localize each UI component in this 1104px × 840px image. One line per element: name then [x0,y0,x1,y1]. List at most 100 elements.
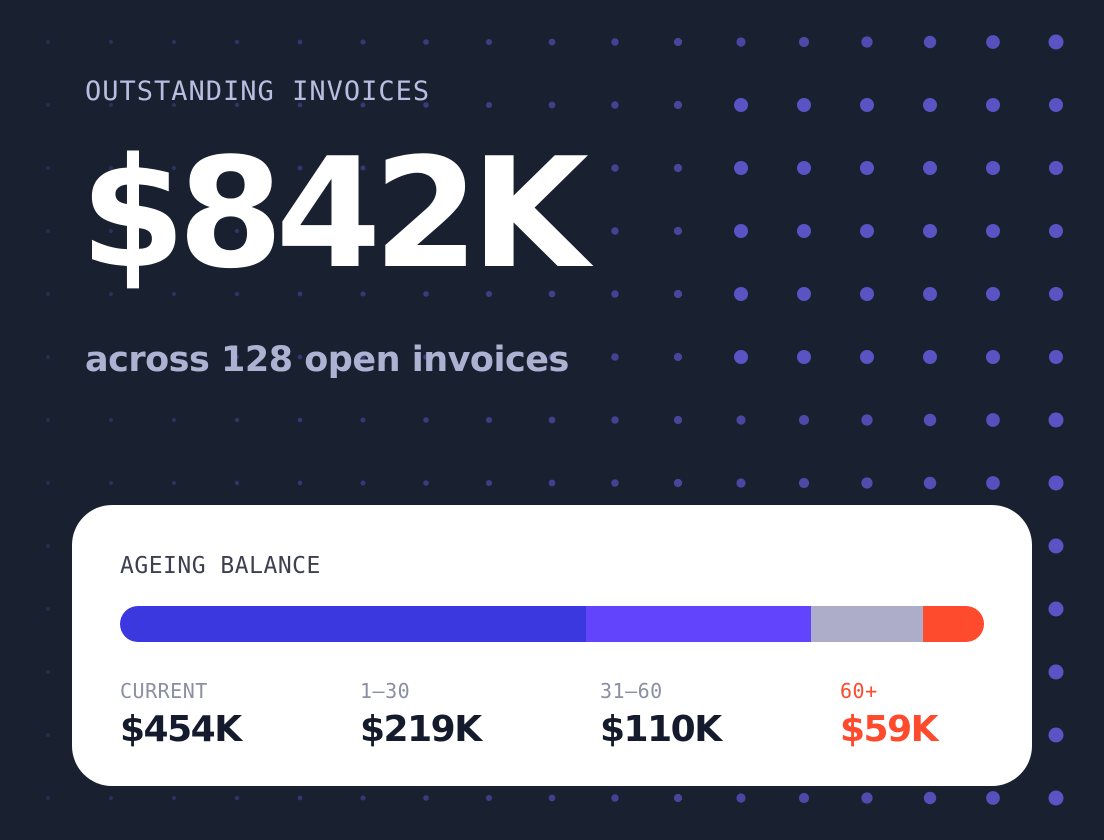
background-dot [548,164,556,172]
background-dot [360,102,366,108]
background-dot [1049,161,1063,175]
background-dot [234,291,240,297]
ageing-balance-title: AGEING BALANCE [120,553,321,579]
background-dot [1049,98,1063,112]
bucket-60-plus: 60+ $59K [840,679,939,750]
background-dot [673,793,683,803]
background-dot [798,414,810,426]
background-dot [46,292,50,296]
background-dot [734,224,748,238]
background-dot [171,354,177,360]
background-dot [360,480,366,486]
background-dot [108,480,114,486]
background-dot [673,163,683,173]
background-dot [986,791,1000,805]
background-dot [485,794,493,802]
background-dot [734,350,748,364]
ageing-segment-31-60 [810,606,924,642]
background-dot [46,733,50,737]
background-dot [171,795,177,801]
background-dot [861,477,873,489]
background-dot [171,291,177,297]
background-dot [485,164,493,172]
background-dot [108,417,114,423]
background-dot [108,165,114,171]
background-dot [548,416,556,424]
background-dot [986,413,1000,427]
background-dot [611,101,619,109]
background-dot [673,37,683,47]
background-dot [923,791,937,805]
background-dot [1049,287,1063,301]
background-dot [1048,538,1064,554]
background-dot [485,290,493,298]
background-dot [171,480,177,486]
background-dot [923,287,937,301]
background-dot [986,287,1000,301]
background-dot [423,480,429,486]
background-dot [171,165,177,171]
background-dot [861,36,873,48]
background-dot [46,355,50,359]
background-dot [797,224,811,238]
background-dot [734,287,748,301]
background-dot [611,479,619,487]
ageing-segment-current [120,606,586,642]
background-dot [1048,790,1064,806]
background-dot [485,101,493,109]
background-dot [548,479,556,487]
background-dot [297,102,303,108]
background-dot [46,481,50,485]
background-dot [46,544,50,548]
bucket-60-plus-label: 60+ [840,679,878,703]
background-dot [360,165,366,171]
background-dot [108,291,114,297]
background-dot [423,39,429,45]
bucket-31-60-label: 31–60 [600,679,663,703]
background-dot [861,792,873,804]
outstanding-amount: $842K [80,125,589,302]
background-dot [46,229,50,233]
bucket-60-plus-value: $59K [840,709,939,750]
background-dot [861,414,873,426]
background-dot [46,670,50,674]
background-dot [860,350,874,364]
ageing-stacked-bar [120,606,984,642]
bucket-1-30-value: $219K [360,709,482,750]
bucket-current-value: $454K [120,709,242,750]
bucket-current-label: CURRENT [120,679,208,703]
bucket-31-60-value: $110K [600,709,722,750]
background-dot [923,350,937,364]
background-dot [297,354,303,360]
background-dot [611,416,619,424]
background-dot [611,794,619,802]
background-dot [234,165,240,171]
background-dot [797,98,811,112]
background-dot [423,795,429,801]
background-dot [423,354,429,360]
bucket-1-30: 1–30 $219K [360,679,482,750]
bucket-1-30-label: 1–30 [360,679,411,703]
background-dot [234,480,240,486]
ageing-balance-card: AGEING BALANCE CURRENT $454K 1–30 $219K … [72,505,1032,786]
background-dot [297,165,303,171]
background-dot [297,480,303,486]
background-dot [46,796,50,800]
background-dot [234,417,240,423]
background-dot [673,352,683,362]
background-dot [234,795,240,801]
background-dot [798,792,810,804]
background-dot [46,166,50,170]
background-dot [1048,727,1064,743]
background-dot [234,102,240,108]
background-dot [1049,350,1063,364]
background-dot [46,418,50,422]
background-dot [171,417,177,423]
background-dot [297,228,303,234]
background-dot [485,479,493,487]
background-dot [423,165,429,171]
background-dot [297,291,303,297]
background-dot [611,227,619,235]
background-dot [297,417,303,423]
background-dot [923,224,937,238]
